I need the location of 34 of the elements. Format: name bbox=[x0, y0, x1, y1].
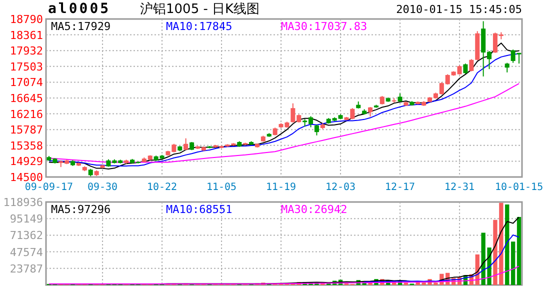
y-tick-label: 17074 bbox=[10, 76, 44, 90]
x-tick-label: 09-30 bbox=[87, 182, 118, 193]
y-tick-label: 18790 bbox=[10, 13, 43, 26]
y-tick-label: 118936 bbox=[3, 196, 43, 209]
text: MA5:17929 bbox=[51, 20, 111, 33]
y-tick-label: 16216 bbox=[10, 108, 43, 121]
y-tick-label: 17932 bbox=[10, 44, 43, 58]
text: 2010-01-15 15:45:05 bbox=[396, 3, 522, 16]
y-tick-label: 17503 bbox=[10, 60, 43, 74]
x-tick-label: 10-22 bbox=[146, 182, 178, 193]
text: MA10:68551 bbox=[166, 203, 232, 216]
x-tick-label: 12-17 bbox=[384, 182, 416, 193]
y-tick-label: 47574 bbox=[10, 246, 44, 259]
y-tick-label: 18361 bbox=[10, 28, 43, 42]
text: MA30:17037.83 bbox=[281, 20, 368, 33]
y-tick-label: 95149 bbox=[10, 212, 43, 226]
y-tick-label: 15358 bbox=[10, 139, 43, 152]
y-tick-label: 16645 bbox=[10, 92, 43, 105]
chart-title: al0005 bbox=[48, 1, 111, 17]
x-tick-label: 12-03 bbox=[325, 182, 356, 193]
x-tick-label: 12-31 bbox=[444, 182, 475, 193]
x-tick-label: 09-09-17 bbox=[24, 182, 74, 193]
text: MA5:97296 bbox=[51, 203, 111, 216]
text: MA30:26942 bbox=[281, 203, 348, 216]
y-tick-label: 71362 bbox=[10, 229, 43, 242]
text: MA10:17845 bbox=[166, 20, 232, 33]
chart-subtitle: 沪铝1005 - 日K线图 bbox=[140, 1, 260, 17]
x-tick-label: 11-05 bbox=[206, 182, 237, 193]
y-tick-label: 14500 bbox=[10, 171, 43, 184]
x-tick-label: 10-01-15 bbox=[494, 182, 544, 193]
x-tick-label: 11-19 bbox=[266, 182, 296, 193]
y-tick-label: 14929 bbox=[10, 155, 43, 168]
y-tick-label: 23787 bbox=[10, 262, 43, 276]
y-tick-label: 15787 bbox=[10, 124, 43, 137]
